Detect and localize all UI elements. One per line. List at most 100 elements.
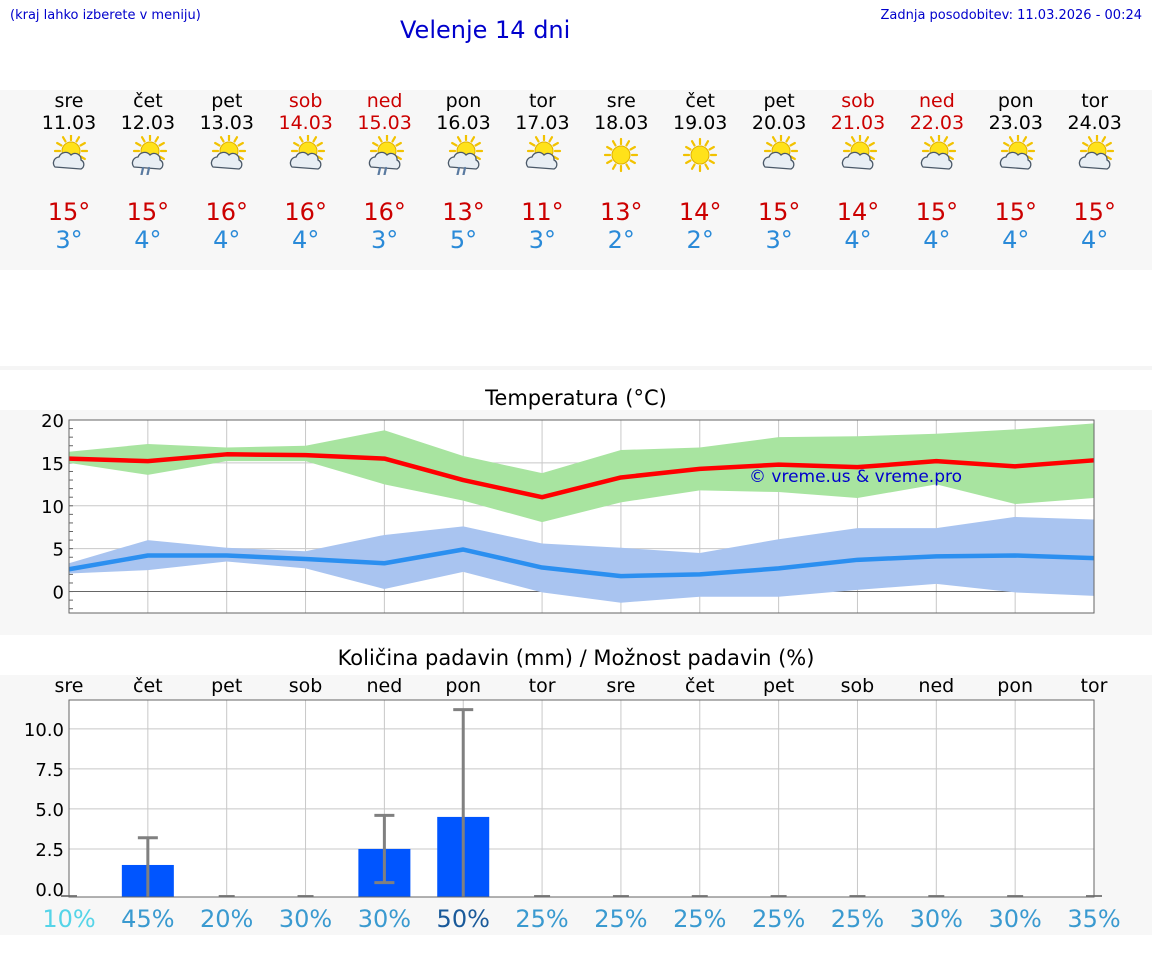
day-name: tor bbox=[1081, 90, 1109, 112]
min-temp-range-band bbox=[69, 516, 1094, 603]
sun-cloud-icon bbox=[210, 135, 246, 170]
y-tick-label: 10 bbox=[41, 497, 64, 518]
day-name: pet bbox=[211, 90, 243, 112]
precip-probability-label: 30% bbox=[358, 905, 411, 933]
day-date: 12.03 bbox=[120, 112, 176, 134]
x-category-label: pon bbox=[445, 675, 481, 697]
sun-cloud-icon bbox=[289, 135, 325, 170]
day-column: čet 12.03 15° 4° bbox=[108, 90, 188, 270]
day-name: pon bbox=[997, 90, 1034, 112]
precip-probability-label: 20% bbox=[200, 905, 253, 933]
day-date: 18.03 bbox=[594, 112, 649, 134]
min-temperature: 4° bbox=[923, 226, 951, 254]
day-name: čet bbox=[133, 90, 163, 112]
day-name: čet bbox=[685, 90, 715, 112]
precip-probability-label: 50% bbox=[437, 905, 490, 933]
day-name: pon bbox=[445, 90, 482, 112]
min-temperature: 3° bbox=[528, 226, 557, 254]
last-updated: Zadnja posodobitev: 11.03.2026 - 00:24 bbox=[880, 8, 1142, 23]
day-name: pet bbox=[763, 90, 795, 112]
location-hint: (kraj lahko izberete v meniju) bbox=[10, 8, 201, 23]
precip-probability-label: 25% bbox=[515, 905, 568, 933]
precip-probability-label: 30% bbox=[910, 905, 963, 933]
max-temperature: 15° bbox=[757, 198, 801, 226]
day-column: sre 11.03 15° 3° bbox=[29, 90, 109, 270]
sun-cloud-rain-icon bbox=[368, 135, 404, 175]
day-date: 23.03 bbox=[988, 112, 1043, 134]
max-temperature: 11° bbox=[521, 198, 564, 226]
sun-cloud-icon bbox=[999, 135, 1035, 170]
min-temperature: 3° bbox=[765, 226, 793, 254]
precip-probability-label: 10% bbox=[42, 905, 95, 933]
min-temperature: 4° bbox=[1002, 226, 1030, 254]
precip-probability-label: 45% bbox=[121, 905, 174, 933]
max-temperature: 15° bbox=[47, 198, 91, 226]
x-category-label: pet bbox=[763, 675, 794, 697]
x-category-label: sob bbox=[841, 675, 875, 697]
sun-cloud-icon bbox=[920, 135, 956, 170]
x-category-label: pon bbox=[997, 675, 1033, 697]
precip-probability-label: 30% bbox=[988, 905, 1041, 933]
day-date: 16.03 bbox=[436, 112, 491, 134]
day-column: sre 18.03 13° 2° bbox=[581, 90, 661, 270]
max-temperature: 13° bbox=[600, 198, 643, 226]
max-temperature: 14° bbox=[678, 198, 722, 226]
day-date: 22.03 bbox=[909, 112, 965, 134]
day-column: čet 19.03 14° 2° bbox=[660, 90, 740, 270]
min-temperature: 2° bbox=[607, 226, 635, 254]
y-tick-label: 7.5 bbox=[35, 760, 64, 781]
x-category-label: ned bbox=[918, 675, 954, 697]
day-column: ned 22.03 15° 4° bbox=[897, 90, 977, 270]
sun-icon bbox=[683, 137, 718, 173]
x-category-label: sob bbox=[289, 675, 323, 697]
precip-probability-label: 25% bbox=[752, 905, 805, 933]
day-date: 17.03 bbox=[515, 112, 570, 134]
day-date: 21.03 bbox=[830, 112, 886, 134]
day-name: sob bbox=[288, 90, 323, 112]
max-temperature: 15° bbox=[1073, 198, 1116, 226]
precipitation-chart: sre čet pet sob ned pon tor sre čet pet sob ned pon t… bbox=[24, 675, 1121, 933]
max-temperature: 13° bbox=[442, 198, 485, 226]
separator bbox=[0, 366, 1152, 370]
day-name: ned bbox=[366, 90, 403, 112]
plot-area bbox=[69, 700, 1094, 897]
day-column: tor 17.03 11° 3° bbox=[502, 90, 582, 270]
min-temperature: 3° bbox=[370, 226, 399, 254]
min-temperature: 4° bbox=[844, 226, 872, 254]
day-name: tor bbox=[528, 90, 556, 112]
min-temperature: 4° bbox=[292, 226, 320, 254]
y-tick-label: 5.0 bbox=[35, 800, 64, 821]
min-temperature: 3° bbox=[55, 226, 83, 254]
day-date: 13.03 bbox=[199, 112, 254, 134]
sun-cloud-icon bbox=[1078, 135, 1114, 170]
y-tick-label: 15 bbox=[41, 454, 64, 475]
precip-probability-label: 35% bbox=[1067, 905, 1120, 933]
y-tick-label: 10.0 bbox=[24, 720, 64, 741]
max-temperature: 15° bbox=[915, 198, 959, 226]
x-category-label: čet bbox=[685, 675, 715, 697]
day-date: 15.03 bbox=[357, 112, 412, 134]
precip-probability-label: 30% bbox=[279, 905, 332, 933]
plot-border bbox=[68, 419, 1095, 614]
max-temperature: 16° bbox=[205, 198, 249, 226]
day-name: sob bbox=[841, 90, 875, 112]
watermark: © vreme.us & vreme.pro bbox=[749, 467, 963, 487]
y-tick-label: 2.5 bbox=[35, 840, 64, 861]
min-temperature: 4° bbox=[134, 226, 162, 254]
day-column: ned 15.03 16° 3° bbox=[345, 90, 425, 270]
y-tick-label: 0.0 bbox=[35, 880, 64, 901]
sun-cloud-icon bbox=[526, 135, 562, 170]
x-category-label: pet bbox=[211, 675, 242, 697]
day-name: sre bbox=[54, 90, 84, 112]
temperature-chart-title: Temperatura (°C) bbox=[485, 386, 667, 410]
day-column: pon 23.03 15° 4° bbox=[976, 90, 1056, 270]
x-category-label: sre bbox=[606, 675, 635, 697]
day-date: 24.03 bbox=[1067, 112, 1122, 134]
max-temperature: 16° bbox=[284, 198, 327, 226]
precip-probability-label: 25% bbox=[594, 905, 647, 933]
page-title: Velenje 14 dni bbox=[400, 16, 571, 44]
max-temperature: 16° bbox=[363, 198, 406, 226]
min-temperature: 5° bbox=[449, 226, 478, 254]
day-date: 19.03 bbox=[672, 112, 728, 134]
x-category-label: tor bbox=[529, 675, 556, 697]
